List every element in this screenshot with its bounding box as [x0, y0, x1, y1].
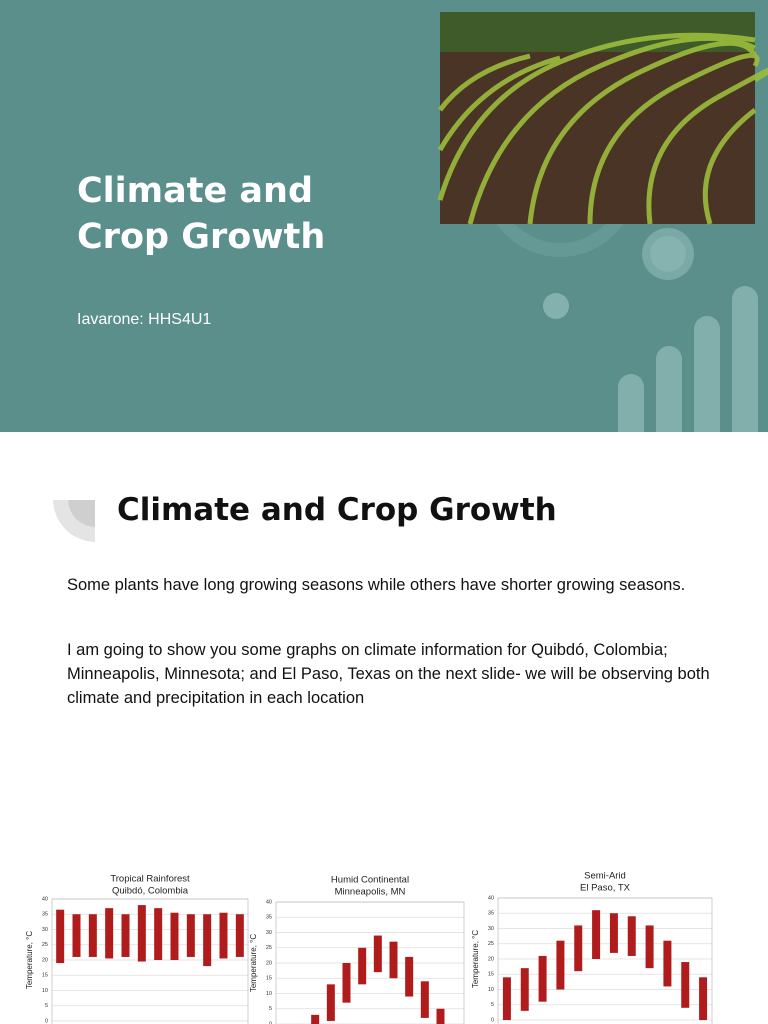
y-tick-label: 25: [488, 941, 494, 947]
y-tick-label: 30: [42, 927, 48, 933]
temperature-range-bar: [592, 910, 601, 959]
y-tick-label: 40: [42, 896, 48, 902]
y-tick-label: 30: [266, 930, 272, 936]
temperature-range-bar: [627, 916, 636, 956]
y-tick-label: 20: [42, 957, 48, 963]
temperature-range-bar: [556, 940, 565, 990]
temperature-range-bar: [645, 925, 654, 969]
chart-title: Semi-Arid: [584, 871, 626, 882]
slide-title: Climate and Crop Growth: [77, 171, 326, 257]
y-tick-label: 40: [488, 895, 494, 901]
plot-frame: [275, 901, 465, 1024]
y-tick-label: 10: [42, 988, 48, 994]
title-slide: Climate and Crop Growth Iavarone: HHS4U1: [0, 0, 768, 432]
temperature-range-bar: [405, 956, 414, 997]
temperature-range-bar: [502, 977, 511, 1020]
y-tick-label: 20: [266, 960, 272, 966]
y-tick-label: 0: [491, 1017, 494, 1023]
slide-title: Climate and Crop Growth: [117, 492, 557, 528]
subtitle: Iavarone: HHS4U1: [77, 311, 212, 328]
y-tick-label: 0: [45, 1018, 48, 1024]
temperature-range-bar: [389, 941, 398, 979]
temperature-range-bar: [342, 963, 351, 1003]
temperature-range-bar: [326, 984, 335, 1021]
temperature-range-bar: [105, 908, 114, 959]
chart-title: Tropical Rainforest: [110, 874, 190, 885]
y-tick-label: 10: [488, 987, 494, 993]
temperature-range-bar: [681, 962, 690, 1008]
temperature-range-bar: [699, 977, 708, 1020]
y-tick-label: 25: [42, 942, 48, 948]
decor: [437, 12, 768, 432]
temperature-range-bar: [219, 912, 228, 959]
temperature-range-bar: [663, 940, 672, 987]
temperature-range-bar: [538, 955, 547, 1002]
y-tick-label: 25: [266, 945, 272, 951]
temperature-range-bar: [574, 925, 583, 972]
y-tick-label: 30: [488, 926, 494, 932]
y-tick-label: 35: [42, 912, 48, 918]
y-tick-label: 0: [269, 1021, 272, 1024]
y-tick-label: 5: [45, 1003, 48, 1009]
temperature-range-bar: [170, 912, 179, 960]
temperature-range-bar: [311, 1014, 320, 1024]
field-photo: [437, 12, 768, 225]
temperature-range-bar: [373, 935, 382, 973]
y-tick-label: 5: [491, 1002, 494, 1008]
chart-title: Minneapolis, MN: [335, 887, 406, 898]
temperature-range-bar: [88, 914, 97, 957]
temperature-range-bar: [121, 914, 130, 957]
temperature-range-bar: [420, 981, 429, 1018]
y-tick-label: 35: [488, 911, 494, 917]
y-tick-label: 10: [266, 991, 272, 997]
temperature-range-bar: [436, 1008, 445, 1024]
y-tick-label: 20: [488, 956, 494, 962]
temperature-range-bar: [137, 905, 146, 962]
temperature-range-bar: [56, 909, 65, 964]
temperature-range-bar: [186, 914, 195, 957]
chart-title: Humid Continental: [331, 875, 409, 886]
y-tick-label: 5: [269, 1006, 272, 1012]
y-tick-label: 15: [488, 972, 494, 978]
temperature-range-bar: [520, 968, 529, 1011]
chart-title: Quibdó, Colombia: [112, 886, 189, 897]
temperature-range-bar: [358, 947, 367, 985]
temperature-range-bar: [154, 908, 163, 960]
temperature-range-bar: [203, 914, 212, 967]
y-axis-label: Temperature, °C: [471, 930, 480, 989]
paragraph: Some plants have long growing seasons wh…: [67, 576, 686, 594]
y-tick-label: 35: [266, 915, 272, 921]
chart-title: El Paso, TX: [580, 883, 631, 894]
y-axis-label: Temperature, °C: [25, 931, 34, 990]
paragraph: I am going to show you some graphs on cl…: [67, 641, 710, 707]
temperature-range-bar: [72, 914, 81, 957]
y-tick-label: 15: [42, 973, 48, 979]
y-tick-label: 15: [266, 976, 272, 982]
plot-frame: [51, 898, 249, 1024]
content-slide: Tropical Rainforest Quibdó, Colombia Tempe…: [0, 432, 768, 1024]
y-axis-label: Temperature, °C: [249, 934, 258, 993]
plot-frame: [497, 897, 713, 1024]
y-tick-label: 40: [266, 899, 272, 905]
temperature-range-bar: [609, 913, 618, 953]
temperature-range-bar: [235, 914, 244, 957]
